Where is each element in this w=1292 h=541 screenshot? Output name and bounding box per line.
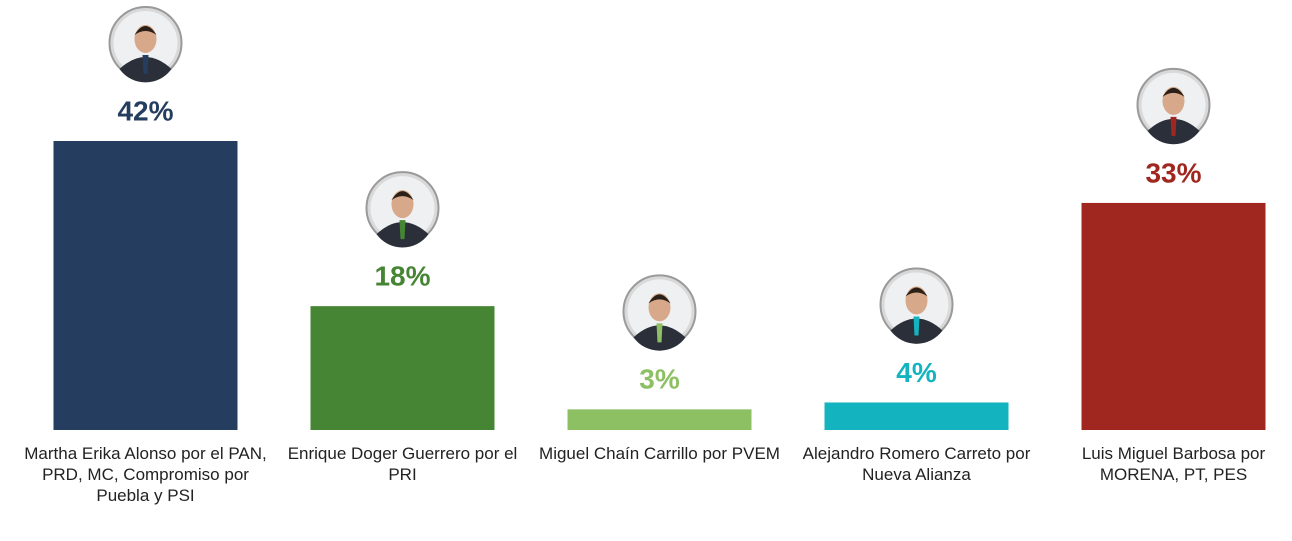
portrait <box>110 7 182 82</box>
value-label: 3% <box>639 364 680 395</box>
category-label: Luis Miguel Barbosa por MORENA, PT, PES <box>1046 443 1292 485</box>
portrait <box>881 268 953 343</box>
value-label: 33% <box>1145 157 1201 188</box>
bar <box>825 402 1009 430</box>
category-label: Martha Erika Alonso por el PAN, PRD, MC,… <box>18 443 274 506</box>
bar <box>1082 203 1266 430</box>
category-label: Alejandro Romero Carreto por Nueva Alian… <box>789 443 1045 485</box>
category-label: Miguel Chaín Carrillo por PVEM <box>532 443 788 464</box>
portrait-tie <box>914 316 920 335</box>
portrait-tie <box>657 323 663 342</box>
portrait-tie <box>143 55 149 74</box>
category-label: Enrique Doger Guerrero por el PRI <box>275 443 531 485</box>
bar <box>54 141 238 430</box>
value-label: 4% <box>896 357 937 388</box>
portrait-tie <box>400 220 406 239</box>
bar <box>311 306 495 430</box>
value-label: 42% <box>117 95 173 126</box>
value-label: 18% <box>374 261 430 292</box>
bar <box>568 409 752 430</box>
portrait <box>367 172 439 247</box>
chart: 42% 18% 3% 4% 33% Martha Erika Alonso por el… <box>0 0 1292 541</box>
portrait-tie <box>1171 117 1177 136</box>
portrait <box>1138 69 1210 144</box>
portrait <box>624 275 696 350</box>
